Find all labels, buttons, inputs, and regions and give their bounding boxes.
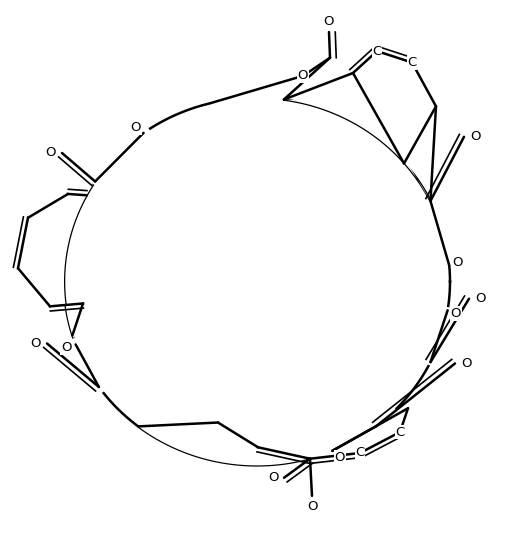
Text: O: O [461, 357, 472, 370]
Polygon shape [64, 335, 110, 398]
Text: C: C [355, 447, 365, 460]
Text: O: O [452, 256, 463, 269]
Polygon shape [138, 408, 408, 465]
Text: O: O [334, 450, 345, 464]
Text: O: O [268, 471, 279, 484]
Text: C: C [395, 425, 405, 438]
Text: O: O [475, 292, 486, 305]
Text: O: O [30, 337, 41, 350]
Polygon shape [208, 87, 285, 114]
Text: O: O [324, 15, 334, 28]
Text: O: O [45, 146, 56, 159]
Text: O: O [131, 121, 141, 134]
Text: O: O [61, 341, 72, 354]
Polygon shape [326, 402, 404, 461]
Text: C: C [407, 56, 417, 69]
Text: C: C [372, 45, 382, 57]
Text: O: O [451, 307, 461, 320]
Polygon shape [422, 197, 459, 266]
Text: O: O [470, 130, 480, 143]
Polygon shape [284, 51, 436, 201]
Text: O: O [298, 69, 308, 82]
Polygon shape [18, 184, 93, 339]
Polygon shape [85, 121, 154, 189]
Polygon shape [421, 306, 458, 369]
Text: O: O [307, 500, 317, 513]
